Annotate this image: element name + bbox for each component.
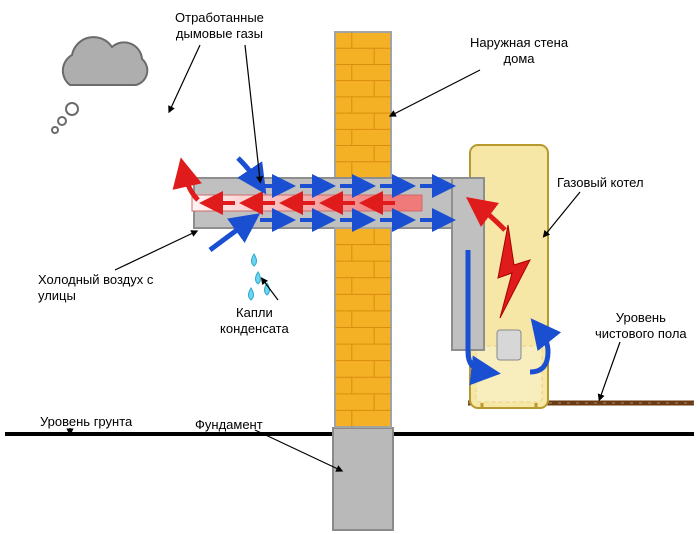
pointer-arrow bbox=[600, 342, 620, 398]
pointer-arrow bbox=[170, 45, 200, 110]
brick-wall bbox=[335, 32, 391, 178]
cloud-icon bbox=[52, 37, 147, 133]
diagram-scene bbox=[0, 0, 699, 534]
brick-wall bbox=[335, 228, 391, 427]
pointer-arrow bbox=[392, 70, 480, 115]
pointer-arrow bbox=[545, 192, 580, 235]
condensate-drop bbox=[252, 254, 257, 266]
foundation-block bbox=[333, 428, 393, 530]
pointer-arrow bbox=[115, 232, 195, 270]
pointer-arrow bbox=[245, 45, 260, 180]
condensate-drop bbox=[256, 272, 261, 284]
condensate-drop bbox=[249, 288, 254, 300]
